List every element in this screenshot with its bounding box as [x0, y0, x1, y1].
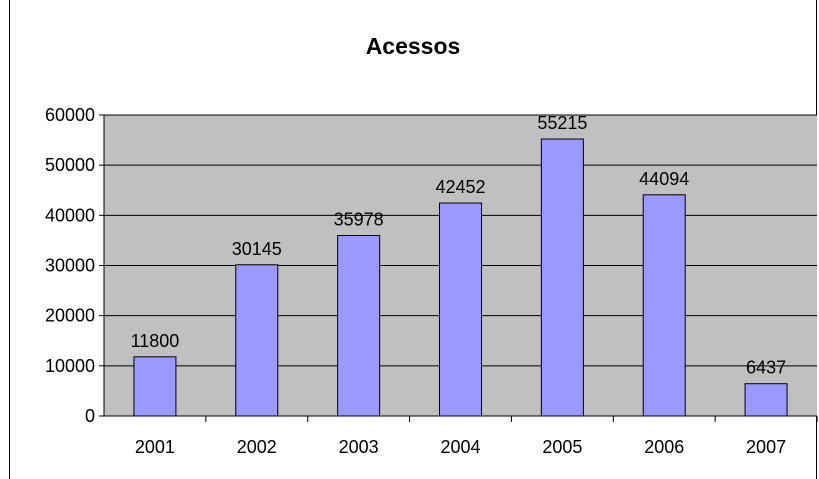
data-label-2001: 11800 — [131, 331, 180, 351]
x-tick-label-2006: 2006 — [644, 437, 684, 457]
y-tick-label: 30000 — [45, 256, 95, 276]
x-tick-label-2007: 2007 — [746, 437, 786, 457]
y-tick-label: 20000 — [45, 306, 95, 326]
x-tick-label-2004: 2004 — [440, 437, 480, 457]
plot-area: 0 10000 20000 30000 40000 50000 60000 11800 2001… — [45, 105, 818, 457]
bar-2003 — [337, 235, 381, 417]
x-tick-label-2005: 2005 — [542, 437, 582, 457]
bar-2001 — [133, 356, 177, 417]
data-label-2004: 42452 — [435, 177, 485, 197]
data-label-2005: 55215 — [537, 113, 587, 133]
x-tick-label-2003: 2003 — [339, 437, 379, 457]
bar-2006 — [642, 194, 686, 417]
x-tick-label-2001: 2001 — [135, 437, 175, 457]
data-label-2002: 30145 — [232, 239, 282, 259]
bar-2005 — [540, 138, 584, 417]
chart-title: Acessos — [366, 33, 461, 59]
data-label-2007: 6437 — [746, 358, 786, 378]
data-label-2003: 35978 — [334, 210, 384, 230]
y-tick-label: 10000 — [45, 356, 95, 376]
bar-2002 — [235, 264, 279, 417]
y-tick-label: 0 — [85, 406, 95, 426]
bar-2007 — [744, 383, 788, 417]
bar-2004 — [439, 202, 482, 417]
y-tick-label: 60000 — [45, 105, 95, 125]
data-label-2006: 44094 — [639, 169, 689, 189]
x-tick-label-2002: 2002 — [237, 437, 277, 457]
y-tick-label: 40000 — [45, 205, 95, 225]
y-tick-label: 50000 — [45, 155, 95, 175]
